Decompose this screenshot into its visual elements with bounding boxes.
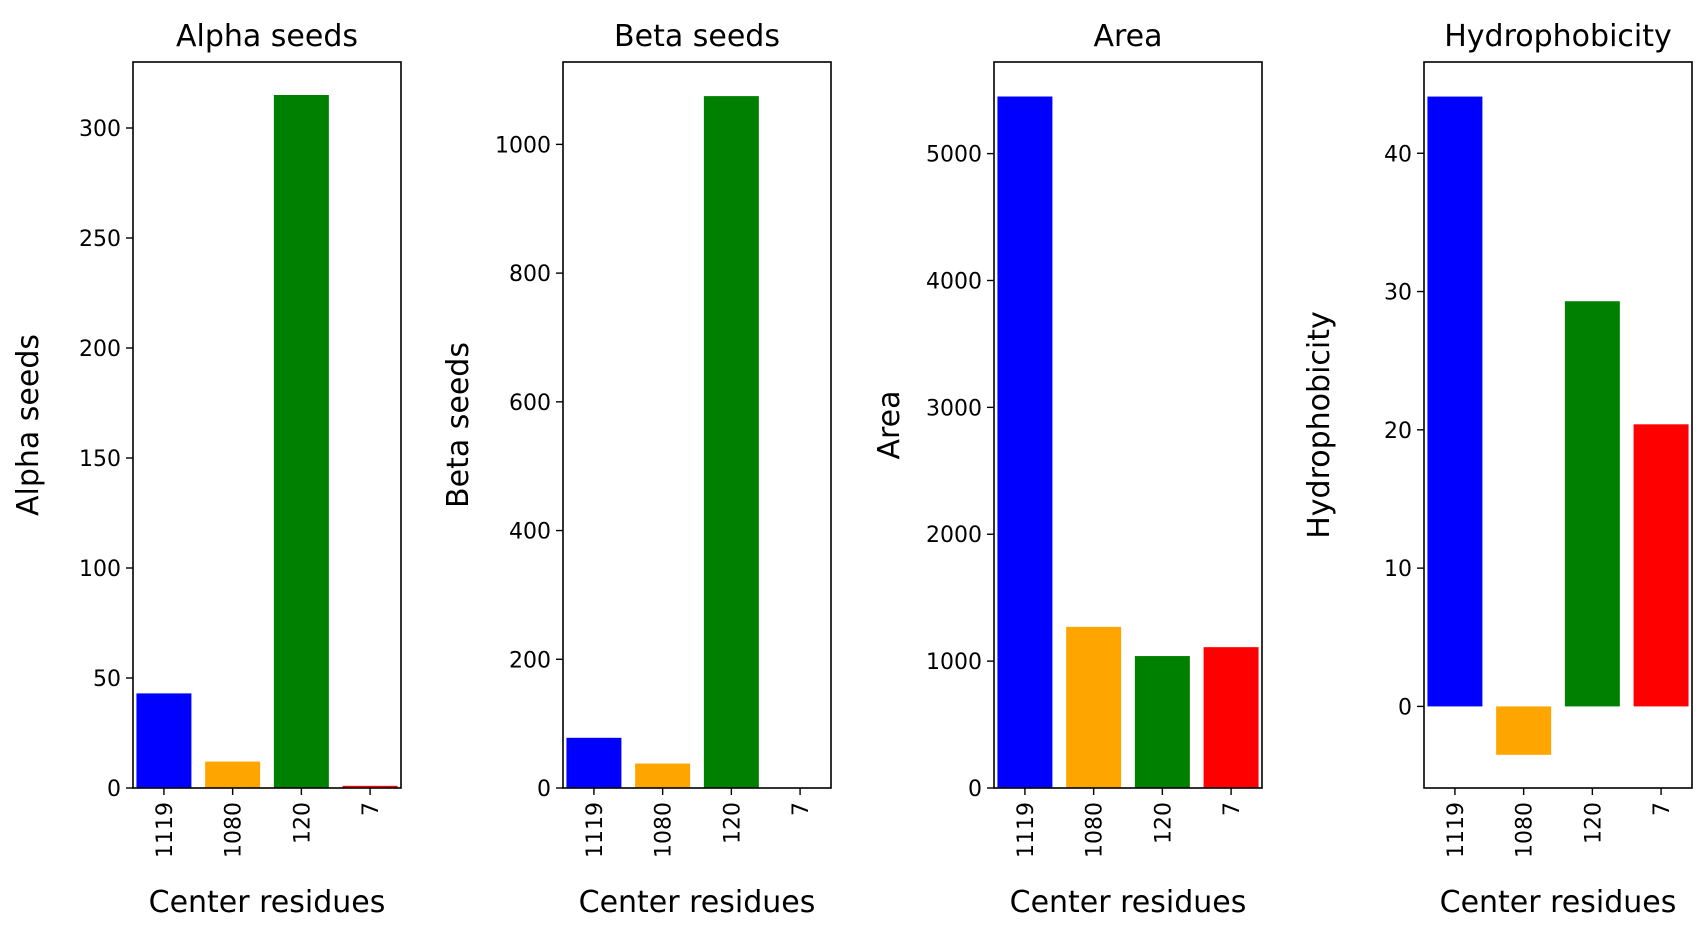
- bar-120: [273, 95, 329, 788]
- y-tick-label: 150: [79, 447, 121, 472]
- plot-frame: [1423, 61, 1693, 789]
- bar-1119: [997, 96, 1053, 788]
- x-tick-label: 7: [1220, 802, 1245, 816]
- y-axis-title: Alpha seeds: [11, 334, 46, 516]
- x-tick-label: 1080: [1513, 802, 1538, 858]
- x-tick-label: 7: [1650, 802, 1675, 816]
- bar-120: [703, 96, 759, 789]
- chart-panel-1: 0 50 100 150 200 250 300 1119 1080 120 7 Alpha seed…: [11, 19, 402, 920]
- chart-title: Beta seeds: [614, 19, 780, 54]
- x-tick-label: 1119: [583, 802, 608, 858]
- x-tick-label: 1080: [222, 802, 247, 858]
- x-tick-label: 1119: [1444, 802, 1469, 858]
- chart-title: Hydrophobicity: [1444, 19, 1672, 54]
- bar-7: [342, 785, 398, 788]
- y-axis-title: Hydrophobicity: [1302, 311, 1337, 539]
- x-tick-label: 1119: [1014, 802, 1039, 858]
- y-axis-title: Beta seeds: [441, 342, 476, 508]
- x-tick-label: 7: [789, 802, 814, 816]
- y-tick-label: 800: [509, 262, 551, 287]
- y-tick-label: 1000: [495, 133, 551, 158]
- bar-1080: [205, 761, 261, 788]
- y-tick-label: 1000: [926, 650, 982, 675]
- y-tick-label: 40: [1384, 142, 1412, 167]
- y-tick-label: 0: [1398, 695, 1412, 720]
- y-tick-label: 200: [79, 337, 121, 362]
- x-tick-label: 1080: [652, 802, 677, 858]
- y-tick-label: 300: [79, 117, 121, 142]
- plot-frame: [993, 61, 1263, 789]
- y-tick-label: 400: [509, 520, 551, 545]
- y-tick-label: 0: [968, 777, 982, 802]
- y-tick-label: 50: [93, 667, 121, 692]
- x-tick-label: 120: [720, 802, 745, 844]
- bar-120: [1564, 301, 1620, 707]
- bar-7: [1633, 424, 1689, 707]
- y-tick-label: 2000: [926, 523, 982, 548]
- y-tick-label: 600: [509, 391, 551, 416]
- y-tick-label: 3000: [926, 396, 982, 421]
- bar-1080: [1066, 626, 1122, 788]
- bar-1119: [566, 737, 622, 788]
- y-tick-label: 0: [537, 777, 551, 802]
- y-tick-label: 250: [79, 227, 121, 252]
- chart-panel-4: 0 10 20 30 40 1119 1080 120 7 Hydrophobicity Cente…: [1302, 19, 1693, 920]
- bar-1080: [635, 763, 691, 788]
- plot-frame: [132, 61, 402, 789]
- chart-panel-2: 0 200 400 600 800 1000 1119 1080 120 7 Beta seeds C…: [441, 19, 832, 920]
- bar-1119: [1427, 96, 1483, 707]
- bar-7: [1203, 647, 1259, 788]
- x-axis-title: Center residues: [149, 885, 386, 920]
- y-tick-label: 20: [1384, 419, 1412, 444]
- x-tick-label: 120: [1581, 802, 1606, 844]
- chart-panel-3: 0 1000 2000 3000 4000 5000 1119 1080 120 7 Area Cen…: [872, 19, 1263, 920]
- x-axis-title: Center residues: [1440, 885, 1677, 920]
- x-tick-label: 1080: [1083, 802, 1108, 858]
- y-tick-label: 0: [107, 777, 121, 802]
- x-axis-title: Center residues: [579, 885, 816, 920]
- x-axis-title: Center residues: [1010, 885, 1247, 920]
- y-tick-label: 4000: [926, 269, 982, 294]
- x-tick-label: 1119: [153, 802, 178, 858]
- y-axis-title: Area: [872, 390, 907, 459]
- x-tick-label: 120: [290, 802, 315, 844]
- y-tick-label: 30: [1384, 281, 1412, 306]
- x-tick-label: 120: [1151, 802, 1176, 844]
- chart-title: Alpha seeds: [176, 19, 358, 54]
- bar-1080: [1496, 706, 1552, 755]
- x-tick-label: 7: [359, 802, 384, 816]
- bar-120: [1134, 656, 1190, 788]
- y-tick-label: 10: [1384, 557, 1412, 582]
- plot-frame: [562, 61, 832, 789]
- y-tick-label: 100: [79, 557, 121, 582]
- chart-title: Area: [1093, 19, 1162, 54]
- y-tick-label: 200: [509, 648, 551, 673]
- bar-1119: [136, 693, 192, 788]
- y-tick-label: 5000: [926, 143, 982, 168]
